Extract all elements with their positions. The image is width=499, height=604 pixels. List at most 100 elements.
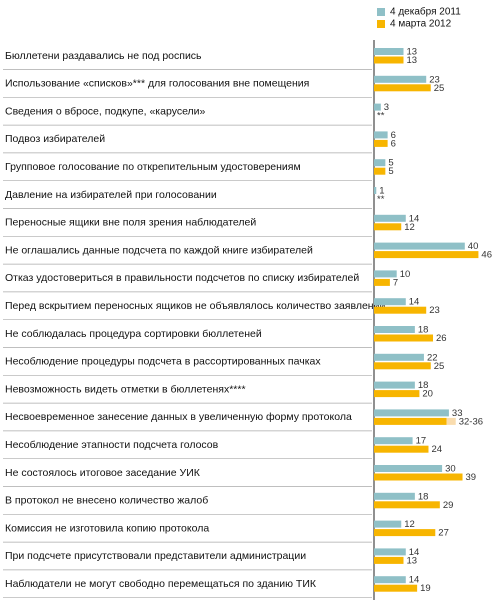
bar [374, 584, 418, 592]
value-label: 5 [388, 158, 393, 169]
category-label: Сведения о вбросе, подкупе, «карусели» [5, 105, 206, 117]
category-label: В протокол не внесено количество жалоб [5, 495, 208, 507]
category-label: Не соблюдалась процедура сортировки бюлл… [5, 328, 262, 340]
category-label: Комиссия не изготовила копию протокола [5, 522, 209, 534]
bar [374, 353, 424, 361]
bar [374, 501, 440, 509]
bar [374, 251, 479, 259]
bar [374, 409, 449, 417]
value-label: 24 [431, 444, 442, 455]
value-label: 14 [409, 547, 420, 558]
category-label: Групповое голосование по открепительным … [5, 161, 301, 173]
category-label: Подвоз избирателей [5, 133, 105, 145]
category-label: Использование «списков»*** для голосован… [5, 78, 309, 90]
category-label: Не состоялось итоговое заседание УИК [5, 467, 201, 479]
bar [374, 56, 404, 64]
value-label: 13 [407, 555, 418, 566]
value-label: 33 [452, 408, 463, 419]
bar [374, 437, 413, 445]
value-label: 18 [418, 380, 429, 391]
category-label: Отказ удостовериться в правильности подс… [5, 272, 359, 284]
bar [374, 556, 404, 564]
value-label: 3 [384, 102, 389, 113]
bar [374, 187, 377, 194]
value-label: 18 [418, 491, 429, 502]
value-label: 5 [388, 166, 393, 177]
bar [374, 84, 431, 92]
value-label: 29 [443, 500, 454, 511]
bar [374, 223, 402, 231]
bar [374, 75, 427, 83]
value-label: 18 [418, 325, 429, 336]
bar [374, 326, 415, 333]
category-label: Наблюдатели не могут свободно перемещать… [5, 578, 317, 590]
category-label: Переносные ящики вне поля зрения наблюда… [5, 217, 256, 229]
value-label: 17 [416, 436, 427, 447]
bar [374, 278, 390, 286]
category-label: Несоблюдение процедуры подсчета в рассор… [5, 356, 321, 368]
value-label: 40 [468, 241, 479, 252]
value-label: 12 [404, 519, 415, 530]
value-label: 19 [420, 583, 431, 594]
value-label: 23 [429, 305, 440, 316]
bar [374, 529, 436, 537]
bar [374, 242, 465, 250]
value-label: 13 [407, 55, 418, 66]
bar [374, 298, 406, 306]
bar [374, 417, 447, 425]
value-label: 23 [429, 74, 440, 85]
value-label: 14 [409, 575, 420, 586]
bar [374, 390, 420, 398]
category-label: Не оглашались данные подсчета по каждой … [5, 244, 313, 256]
bar [374, 139, 388, 147]
value-label: 7 [393, 277, 398, 288]
bar [374, 492, 415, 500]
bar [374, 159, 386, 167]
bar [374, 167, 386, 175]
legend-label: 4 марта 2012 [390, 19, 452, 30]
category-label: Несоблюдение этапности подсчета голосов [5, 439, 219, 451]
bar [374, 48, 404, 55]
bar [374, 270, 397, 278]
value-label: 10 [400, 269, 411, 280]
bar [374, 306, 427, 314]
bar [374, 334, 434, 342]
value-label: 6 [391, 130, 396, 141]
value-label: ** [377, 194, 385, 205]
bar [374, 214, 406, 222]
value-label: 26 [436, 333, 447, 344]
legend-swatch [377, 20, 385, 28]
value-label: 6 [391, 138, 396, 149]
category-label: Бюллетени раздавались не под роспись [5, 50, 202, 62]
legend-label: 4 декабря 2011 [390, 6, 461, 18]
value-label: 25 [434, 361, 445, 372]
bar [374, 381, 415, 389]
bar-range [446, 417, 456, 425]
bar [374, 548, 406, 556]
value-label: 20 [422, 389, 433, 400]
value-label: 46 [481, 250, 492, 261]
value-label: 13 [407, 47, 418, 58]
bar [374, 131, 388, 139]
value-label: 14 [409, 297, 420, 308]
category-label: Давление на избирателей при голосовании [5, 189, 217, 201]
bar [374, 576, 406, 584]
value-label: 32-36 [459, 416, 483, 427]
category-label: Невозможность видеть отметки в бюллетеня… [5, 383, 246, 395]
value-label: 25 [434, 83, 445, 94]
bar [374, 465, 443, 472]
value-label: 39 [466, 472, 477, 483]
value-label: 22 [427, 352, 438, 363]
category-label: Несвоевременное занесение данных в увели… [5, 411, 352, 423]
bar [374, 473, 463, 481]
value-label: 1 [379, 186, 384, 197]
bar [374, 520, 402, 528]
bar [374, 362, 431, 370]
category-label: Перед вскрытием переносных ящиков не объ… [5, 300, 385, 312]
value-label: ** [377, 111, 385, 122]
value-label: 30 [445, 464, 456, 475]
value-label: 12 [404, 222, 415, 233]
bar [374, 103, 381, 111]
value-label: 14 [409, 213, 420, 224]
